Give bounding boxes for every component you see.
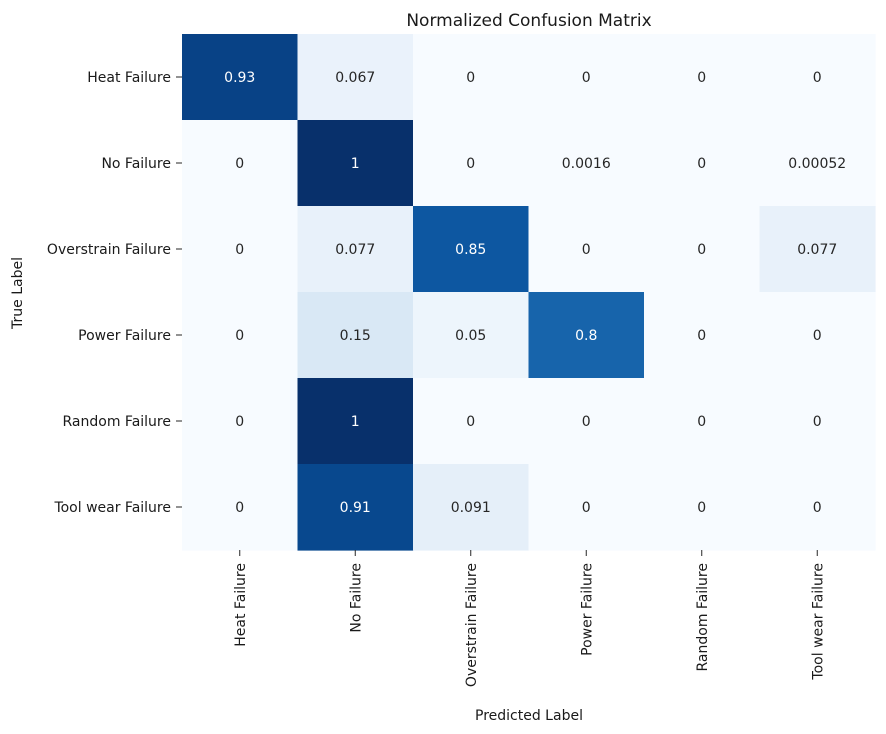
- cell-value-label: 0: [697, 414, 706, 430]
- heatmap-cell: [297, 120, 414, 207]
- heatmap-cell: [297, 464, 414, 551]
- cell-value-label: 1: [351, 414, 360, 430]
- heatmap-cell: [297, 292, 414, 379]
- heatmap-cell: [759, 34, 876, 121]
- heatmap-cell: [182, 464, 299, 551]
- cell-value-label: 0: [582, 70, 591, 86]
- heatmap-cell: [644, 464, 761, 551]
- heatmap-cell: [413, 378, 530, 465]
- x-tick-label: Power Failure: [579, 563, 595, 656]
- x-tick-label: Heat Failure: [233, 563, 249, 647]
- heatmap-cell: [297, 34, 414, 121]
- heatmap-cell: [182, 34, 299, 121]
- y-tick-label: Overstrain Failure: [47, 242, 171, 258]
- y-axis-label: True Label: [10, 257, 26, 330]
- x-axis: Heat Failure No Failure Overstrain Failure…: [233, 550, 826, 687]
- x-tick-label: Random Failure: [695, 563, 711, 671]
- heatmap-cell: [413, 464, 530, 551]
- cell-value-label: 0.00052: [788, 156, 846, 172]
- cell-value-label: 0.8: [575, 328, 597, 344]
- x-tick-label: Overstrain Failure: [464, 563, 480, 687]
- cell-value-label: 0: [697, 242, 706, 258]
- heatmap-cell: [413, 34, 530, 121]
- cell-value-label: 0.091: [451, 500, 491, 516]
- heatmap-cell: [759, 206, 876, 293]
- heatmap-cell: [182, 378, 299, 465]
- heatmap-cell: [759, 378, 876, 465]
- y-tick-label: Tool wear Failure: [53, 500, 171, 516]
- x-tick-label: No Failure: [348, 563, 364, 633]
- cell-value-label: 0.05: [455, 328, 486, 344]
- heatmap-cell: [528, 378, 645, 465]
- cell-value-label: 0: [235, 328, 244, 344]
- heatmap-cell: [182, 120, 299, 207]
- cell-value-label: 0: [235, 414, 244, 430]
- heatmap-cell: [413, 120, 530, 207]
- heatmap-cell: [182, 206, 299, 293]
- y-axis: Heat Failure No Failure Overstrain Failure…: [47, 70, 182, 516]
- cell-value-label: 0.067: [335, 70, 375, 86]
- heatmap-cell: [644, 34, 761, 121]
- cell-value-label: 0: [697, 328, 706, 344]
- heatmap-cell: [759, 292, 876, 379]
- heatmap-cell: [528, 464, 645, 551]
- heatmap-cell: [644, 206, 761, 293]
- cell-value-label: 0: [813, 328, 822, 344]
- heatmap-cell: [528, 120, 645, 207]
- cell-value-label: 0.15: [340, 328, 371, 344]
- heatmap-cell: [528, 34, 645, 121]
- cell-value-label: 0: [582, 414, 591, 430]
- heatmap-cell: [644, 120, 761, 207]
- cell-value-label: 0: [813, 500, 822, 516]
- y-tick-label: Heat Failure: [87, 70, 171, 86]
- heatmap-cell: [413, 206, 530, 293]
- heatmap-cell-labels: 0.93 0.067 0 0 0 0 0 1 0 0.0016 0 0.00052 0 0.077 0.85…: [224, 70, 846, 516]
- cell-value-label: 0: [697, 156, 706, 172]
- heatmap-cell: [528, 206, 645, 293]
- cell-value-label: 0: [466, 70, 475, 86]
- cell-value-label: 0: [466, 156, 475, 172]
- cell-value-label: 0: [813, 414, 822, 430]
- cell-value-label: 0: [235, 242, 244, 258]
- cell-value-label: 1: [351, 156, 360, 172]
- heatmap-cell: [182, 292, 299, 379]
- cell-value-label: 0.91: [340, 500, 371, 516]
- cell-value-label: 0: [235, 156, 244, 172]
- heatmap-cell: [297, 206, 414, 293]
- cell-value-label: 0: [582, 242, 591, 258]
- heatmap-cells: [182, 34, 876, 551]
- y-tick-label: No Failure: [101, 156, 171, 172]
- heatmap-cell: [644, 292, 761, 379]
- cell-value-label: 0.077: [335, 242, 375, 258]
- cell-value-label: 0: [813, 70, 822, 86]
- cell-value-label: 0.0016: [562, 156, 611, 172]
- cell-value-label: 0: [466, 414, 475, 430]
- y-tick-label: Random Failure: [63, 414, 171, 430]
- x-tick-label: Tool wear Failure: [810, 563, 826, 681]
- heatmap-cell: [413, 292, 530, 379]
- cell-value-label: 0: [697, 70, 706, 86]
- cell-value-label: 0: [697, 500, 706, 516]
- heatmap-cell: [297, 378, 414, 465]
- cell-value-label: 0: [582, 500, 591, 516]
- heatmap-cell: [759, 120, 876, 207]
- y-tick-label: Power Failure: [78, 328, 171, 344]
- heatmap-cell: [759, 464, 876, 551]
- cell-value-label: 0: [235, 500, 244, 516]
- cell-value-label: 0.93: [224, 70, 255, 86]
- cell-value-label: 0.85: [455, 242, 486, 258]
- heatmap-cell: [528, 292, 645, 379]
- heatmap-cell: [644, 378, 761, 465]
- chart-title: Normalized Confusion Matrix: [406, 11, 651, 31]
- x-axis-label: Predicted Label: [475, 708, 583, 724]
- cell-value-label: 0.077: [797, 242, 837, 258]
